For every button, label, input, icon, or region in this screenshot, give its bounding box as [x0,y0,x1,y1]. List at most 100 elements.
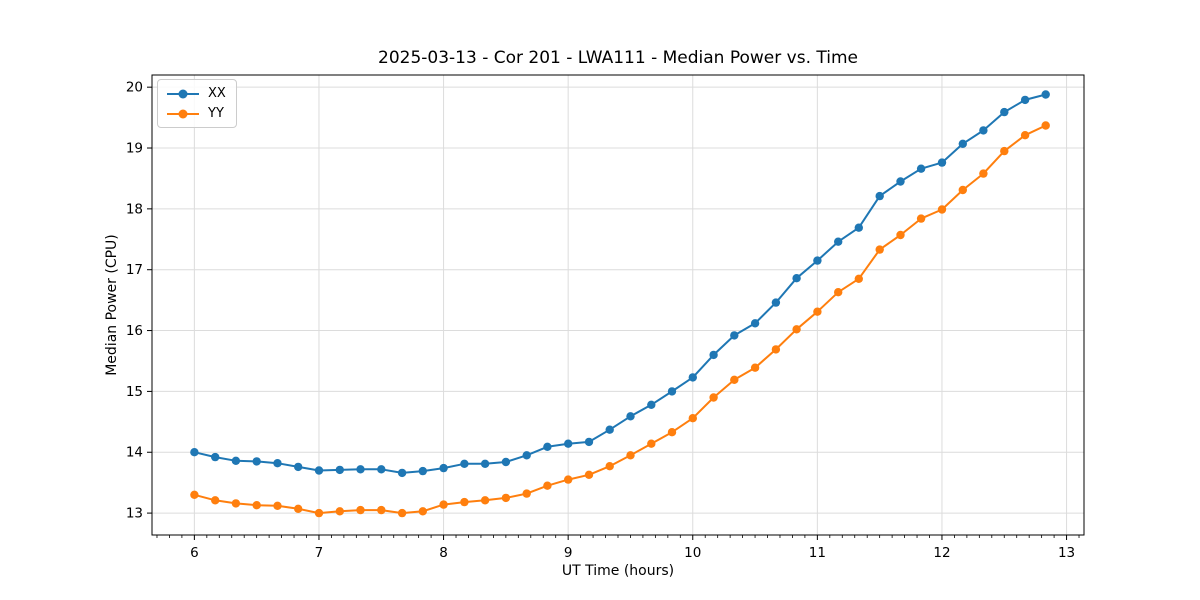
data-point-xx [1020,95,1030,105]
data-point-yy [501,493,511,503]
data-point-yy [543,481,552,490]
data-point-xx [564,439,573,448]
data-point-yy [190,490,199,499]
chart-title: 2025-03-13 - Cor 201 - LWA111 - Median P… [378,48,858,68]
data-point-xx [439,463,448,473]
data-point-xx [937,158,947,167]
x-tick-label: 9 [564,545,573,561]
data-point-xx [750,319,760,328]
data-point-xx [335,465,344,475]
data-point-xx [667,387,677,396]
legend: XX YY [157,79,237,128]
data-point-yy [1000,146,1009,156]
data-point-xx [190,448,199,457]
data-point-yy [522,489,531,498]
data-point-xx [709,350,718,360]
data-point-xx [211,452,220,462]
data-point-yy [584,470,594,479]
data-point-xx [584,437,594,447]
data-point-yy [647,439,656,448]
y-tick-label: 17 [126,262,143,278]
y-tick-label: 19 [126,141,143,157]
data-point-yy [294,504,303,513]
data-point-yy [792,325,801,334]
data-point-yy [377,505,386,515]
data-point-yy [937,205,947,214]
x-tick-label: 7 [315,545,324,561]
data-point-xx [460,459,469,468]
legend-line-marker-yy-icon [167,109,199,118]
y-tick-label: 15 [126,384,143,400]
data-point-xx [626,412,635,421]
series-line-yy [194,124,1047,515]
data-point-xx [231,456,241,465]
data-point-xx [916,164,926,173]
x-tick-label: 11 [809,545,826,561]
data-point-yy [314,508,324,518]
series-line-xx [194,93,1046,474]
data-point-yy [667,428,677,437]
data-point-xx [854,223,863,232]
data-point-yy [688,414,697,423]
data-point-yy [460,497,469,507]
x-tick-label: 8 [439,545,448,561]
data-point-xx [543,442,552,451]
data-point-yy [273,501,282,510]
data-point-xx [1000,107,1009,117]
data-point-yy [813,307,822,316]
data-point-yy [875,245,884,254]
data-point-yy [1041,121,1050,130]
y-tick-label: 13 [126,506,143,522]
y-tick-label: 14 [126,445,143,461]
legend-line-marker-xx-icon [167,89,199,98]
y-tick-label: 20 [126,80,143,96]
data-point-xx [771,298,781,307]
data-point-xx [730,331,739,340]
data-point-yy [730,375,739,384]
x-tick-label: 13 [1058,545,1075,561]
x-axis-label: UT Time (hours) [561,563,675,579]
data-point-xx [252,457,261,466]
data-point-xx [522,451,531,460]
y-tick-label: 16 [126,323,143,339]
data-point-yy [958,185,967,195]
y-axis-label: Median Power (CPU) [104,234,120,376]
y-tick-label: 18 [126,201,143,217]
data-point-xx [418,466,427,476]
legend-item-xx: XX [166,86,226,101]
data-point-xx [979,126,988,135]
data-point-yy [709,393,718,402]
data-point-yy [750,363,760,372]
x-tick-label: 12 [933,545,950,561]
x-tick-label: 10 [684,545,701,561]
data-point-xx [356,465,365,474]
legend-label-yy: YY [208,106,224,121]
data-point-xx [792,274,801,283]
data-point-yy [335,507,344,516]
data-point-xx [896,177,905,186]
data-point-xx [314,466,324,475]
data-point-xx [958,139,967,148]
legend-label-xx: XX [208,86,226,101]
data-point-xx [480,459,490,468]
data-point-xx [688,373,697,382]
data-point-yy [418,507,427,516]
data-point-yy [626,451,635,460]
data-point-xx [501,457,511,467]
data-point-yy [979,169,988,178]
data-point-yy [356,505,365,515]
data-point-xx [294,462,303,472]
data-point-yy [1020,131,1030,140]
data-point-yy [896,230,905,240]
data-point-yy [834,288,843,297]
data-point-yy [231,499,241,508]
data-point-yy [480,496,490,505]
data-point-xx [377,465,386,474]
data-point-xx [1041,90,1050,99]
data-point-yy [564,475,573,484]
data-point-yy [854,274,863,283]
data-point-xx [813,256,822,265]
data-point-yy [397,508,407,518]
data-point-yy [771,345,781,354]
